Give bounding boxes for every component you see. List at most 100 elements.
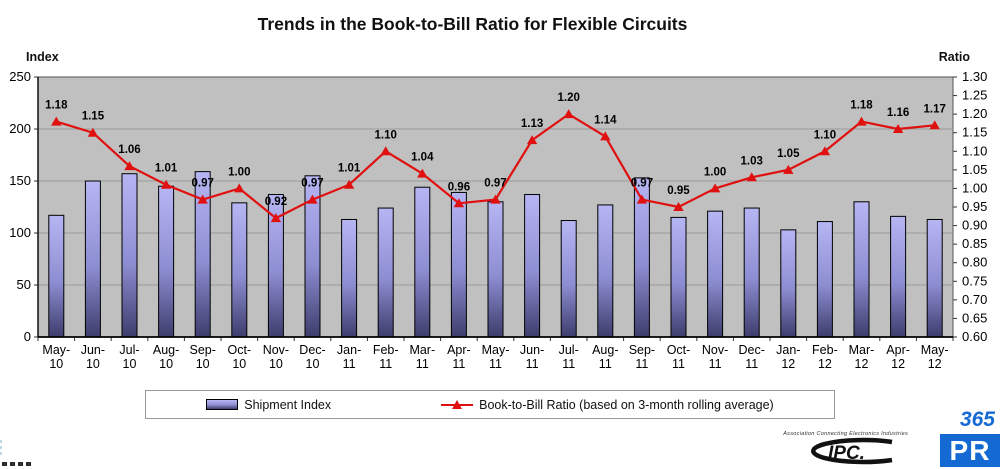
- edge-artifact-marks: [0, 440, 2, 458]
- pr365-365-text: 365: [959, 408, 995, 431]
- ratio-marker-icon: [160, 179, 172, 189]
- bar: [231, 202, 248, 338]
- ratio-data-label: 1.13: [521, 118, 543, 130]
- x-category-label: Dec-11: [738, 343, 764, 371]
- ratio-data-label: 1.16: [887, 107, 909, 119]
- ratio-data-label: 0.95: [667, 185, 690, 197]
- ratio-data-label: 0.97: [301, 178, 323, 190]
- bar: [926, 218, 943, 338]
- ratio-marker-icon: [892, 124, 904, 133]
- ratio-marker-icon: [234, 183, 245, 193]
- pr365-pr-text: PR: [949, 435, 991, 466]
- ratio-data-label: 1.06: [118, 144, 140, 156]
- right-tick-label: 0.75: [962, 273, 987, 288]
- ratio-marker-icon: [380, 146, 391, 156]
- bar: [414, 186, 431, 338]
- ratio-marker-icon: [636, 194, 648, 204]
- bar-swatch-icon: [206, 399, 239, 410]
- right-tick-label: 0.95: [962, 199, 987, 214]
- ratio-data-label: 0.96: [448, 181, 470, 193]
- right-tick-label: 1.00: [962, 180, 987, 195]
- ratio-marker-icon: [929, 120, 940, 130]
- ratio-marker-icon: [453, 198, 465, 208]
- bar: [524, 194, 541, 338]
- ratio-marker-icon: [783, 164, 794, 174]
- legend-item-shipment-index: Shipment Index: [206, 398, 331, 412]
- bar: [743, 207, 760, 338]
- right-tick-label: 1.30: [962, 69, 987, 84]
- ratio-marker-icon: [709, 183, 721, 193]
- ipc-logo-text: IPC.: [828, 443, 865, 464]
- left-tick-label: 250: [9, 69, 31, 84]
- ipc-swoosh-icon: [811, 437, 893, 465]
- ratio-marker-icon: [307, 194, 318, 204]
- ratio-data-label: 1.18: [850, 100, 873, 112]
- right-tick-label: 1.05: [962, 162, 987, 177]
- ratio-data-label: 0.92: [265, 196, 287, 208]
- ratio-data-label: 1.14: [594, 114, 617, 126]
- ipc-tagline: Association Connecting Electronics Indus…: [783, 431, 908, 437]
- right-axis-title: Ratio: [938, 50, 970, 64]
- bar: [890, 215, 907, 338]
- right-tick-label: 0.90: [962, 218, 987, 233]
- ratio-data-label: 1.01: [155, 163, 178, 175]
- bar: [487, 201, 504, 338]
- ratio-marker-icon: [124, 161, 135, 171]
- x-category-label: Aug-10: [153, 343, 179, 371]
- x-category-label: Jul-11: [559, 343, 579, 371]
- ratio-marker-icon: [343, 179, 355, 189]
- pr365-box: PR: [940, 434, 1000, 467]
- bar: [670, 216, 687, 338]
- chart-legend: Shipment Index Book-to-Bill Ratio (based…: [145, 390, 835, 419]
- bar: [853, 201, 870, 338]
- ratio-data-label: 1.18: [45, 100, 68, 112]
- x-category-label: Dec-10: [299, 343, 325, 371]
- x-category-label: Jan-12: [776, 343, 800, 371]
- x-category-label: Apr-12: [886, 343, 910, 371]
- bar: [560, 220, 577, 338]
- x-category-label: Nov-10: [263, 343, 289, 371]
- right-tick-label: 0.70: [962, 292, 987, 307]
- bar: [84, 180, 101, 338]
- ratio-data-label: 1.17: [924, 103, 946, 115]
- right-tick-label: 1.20: [962, 106, 987, 121]
- ratio-data-label: 1.04: [411, 152, 434, 164]
- right-tick-label: 1.15: [962, 125, 987, 140]
- legend-item-book-to-bill: Book-to-Bill Ratio (based on 3-month rol…: [441, 398, 774, 412]
- ratio-marker-icon: [563, 109, 574, 119]
- ratio-marker-icon: [51, 116, 62, 126]
- bar: [121, 173, 138, 338]
- bar: [707, 210, 724, 338]
- left-tick-label: 50: [17, 277, 31, 292]
- bar: [597, 204, 614, 338]
- x-category-label: May-11: [482, 343, 510, 371]
- scan-artifact-marks: [2, 462, 32, 466]
- ratio-marker-icon: [87, 127, 99, 137]
- ratio-data-label: 1.00: [228, 166, 250, 178]
- right-tick-label: 1.25: [962, 88, 987, 103]
- right-tick-label: 1.10: [962, 143, 987, 158]
- bar: [158, 185, 175, 338]
- ratio-marker-icon: [856, 116, 867, 126]
- left-tick-label: 0: [24, 329, 31, 344]
- right-tick-label: 0.80: [962, 255, 987, 270]
- ratio-data-label: 1.10: [814, 129, 836, 141]
- bar: [450, 191, 467, 338]
- ratio-marker-icon: [526, 135, 538, 145]
- left-tick-label: 150: [9, 173, 31, 188]
- x-category-label: Jan-11: [337, 343, 361, 371]
- x-category-label: May-12: [921, 343, 949, 371]
- right-tick-label: 0.85: [962, 236, 987, 251]
- right-tick-label: 0.65: [962, 310, 987, 325]
- ratio-data-label: 0.97: [484, 178, 506, 190]
- x-category-label: Feb-11: [373, 343, 399, 371]
- line-triangle-swatch-icon: [441, 399, 474, 411]
- ratio-data-label: 1.01: [338, 163, 361, 175]
- ratio-marker-icon: [490, 194, 501, 204]
- chart-title: Trends in the Book-to-Bill Ratio for Fle…: [257, 14, 688, 34]
- x-category-label: Oct-10: [227, 343, 251, 371]
- bar: [780, 229, 797, 338]
- x-category-label: Jun-11: [520, 343, 544, 371]
- x-category-label: Feb-12: [812, 343, 838, 371]
